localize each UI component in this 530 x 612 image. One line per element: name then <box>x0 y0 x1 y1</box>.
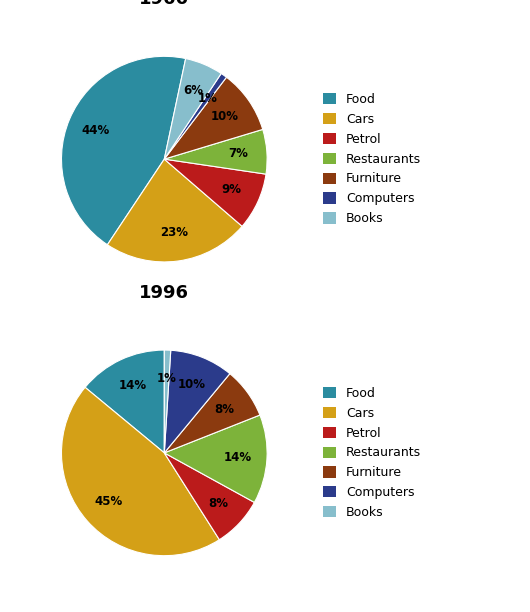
Wedge shape <box>61 56 186 245</box>
Wedge shape <box>164 129 267 174</box>
Text: 45%: 45% <box>95 495 123 509</box>
Wedge shape <box>164 350 171 453</box>
Wedge shape <box>61 387 219 556</box>
Text: 14%: 14% <box>224 451 252 464</box>
Wedge shape <box>164 77 263 159</box>
Text: 8%: 8% <box>214 403 234 416</box>
Wedge shape <box>85 350 164 453</box>
Text: 6%: 6% <box>183 84 203 97</box>
Wedge shape <box>164 415 267 502</box>
Text: 8%: 8% <box>208 497 228 510</box>
Legend: Food, Cars, Petrol, Restaurants, Furniture, Computers, Books: Food, Cars, Petrol, Restaurants, Furnitu… <box>320 383 425 523</box>
Wedge shape <box>164 59 221 159</box>
Wedge shape <box>164 73 226 159</box>
Wedge shape <box>164 159 266 226</box>
Wedge shape <box>164 374 260 453</box>
Title: 1966: 1966 <box>139 0 189 8</box>
Text: 7%: 7% <box>228 147 248 160</box>
Wedge shape <box>108 159 242 262</box>
Text: 9%: 9% <box>222 184 242 196</box>
Text: 1%: 1% <box>197 92 217 105</box>
Text: 1%: 1% <box>157 372 176 386</box>
Text: 10%: 10% <box>211 110 239 124</box>
Wedge shape <box>164 453 254 540</box>
Text: 14%: 14% <box>119 379 147 392</box>
Wedge shape <box>164 350 230 453</box>
Title: 1996: 1996 <box>139 284 189 302</box>
Text: 44%: 44% <box>82 124 110 137</box>
Text: 10%: 10% <box>178 378 206 390</box>
Legend: Food, Cars, Petrol, Restaurants, Furniture, Computers, Books: Food, Cars, Petrol, Restaurants, Furnitu… <box>320 89 425 229</box>
Text: 23%: 23% <box>161 226 188 239</box>
